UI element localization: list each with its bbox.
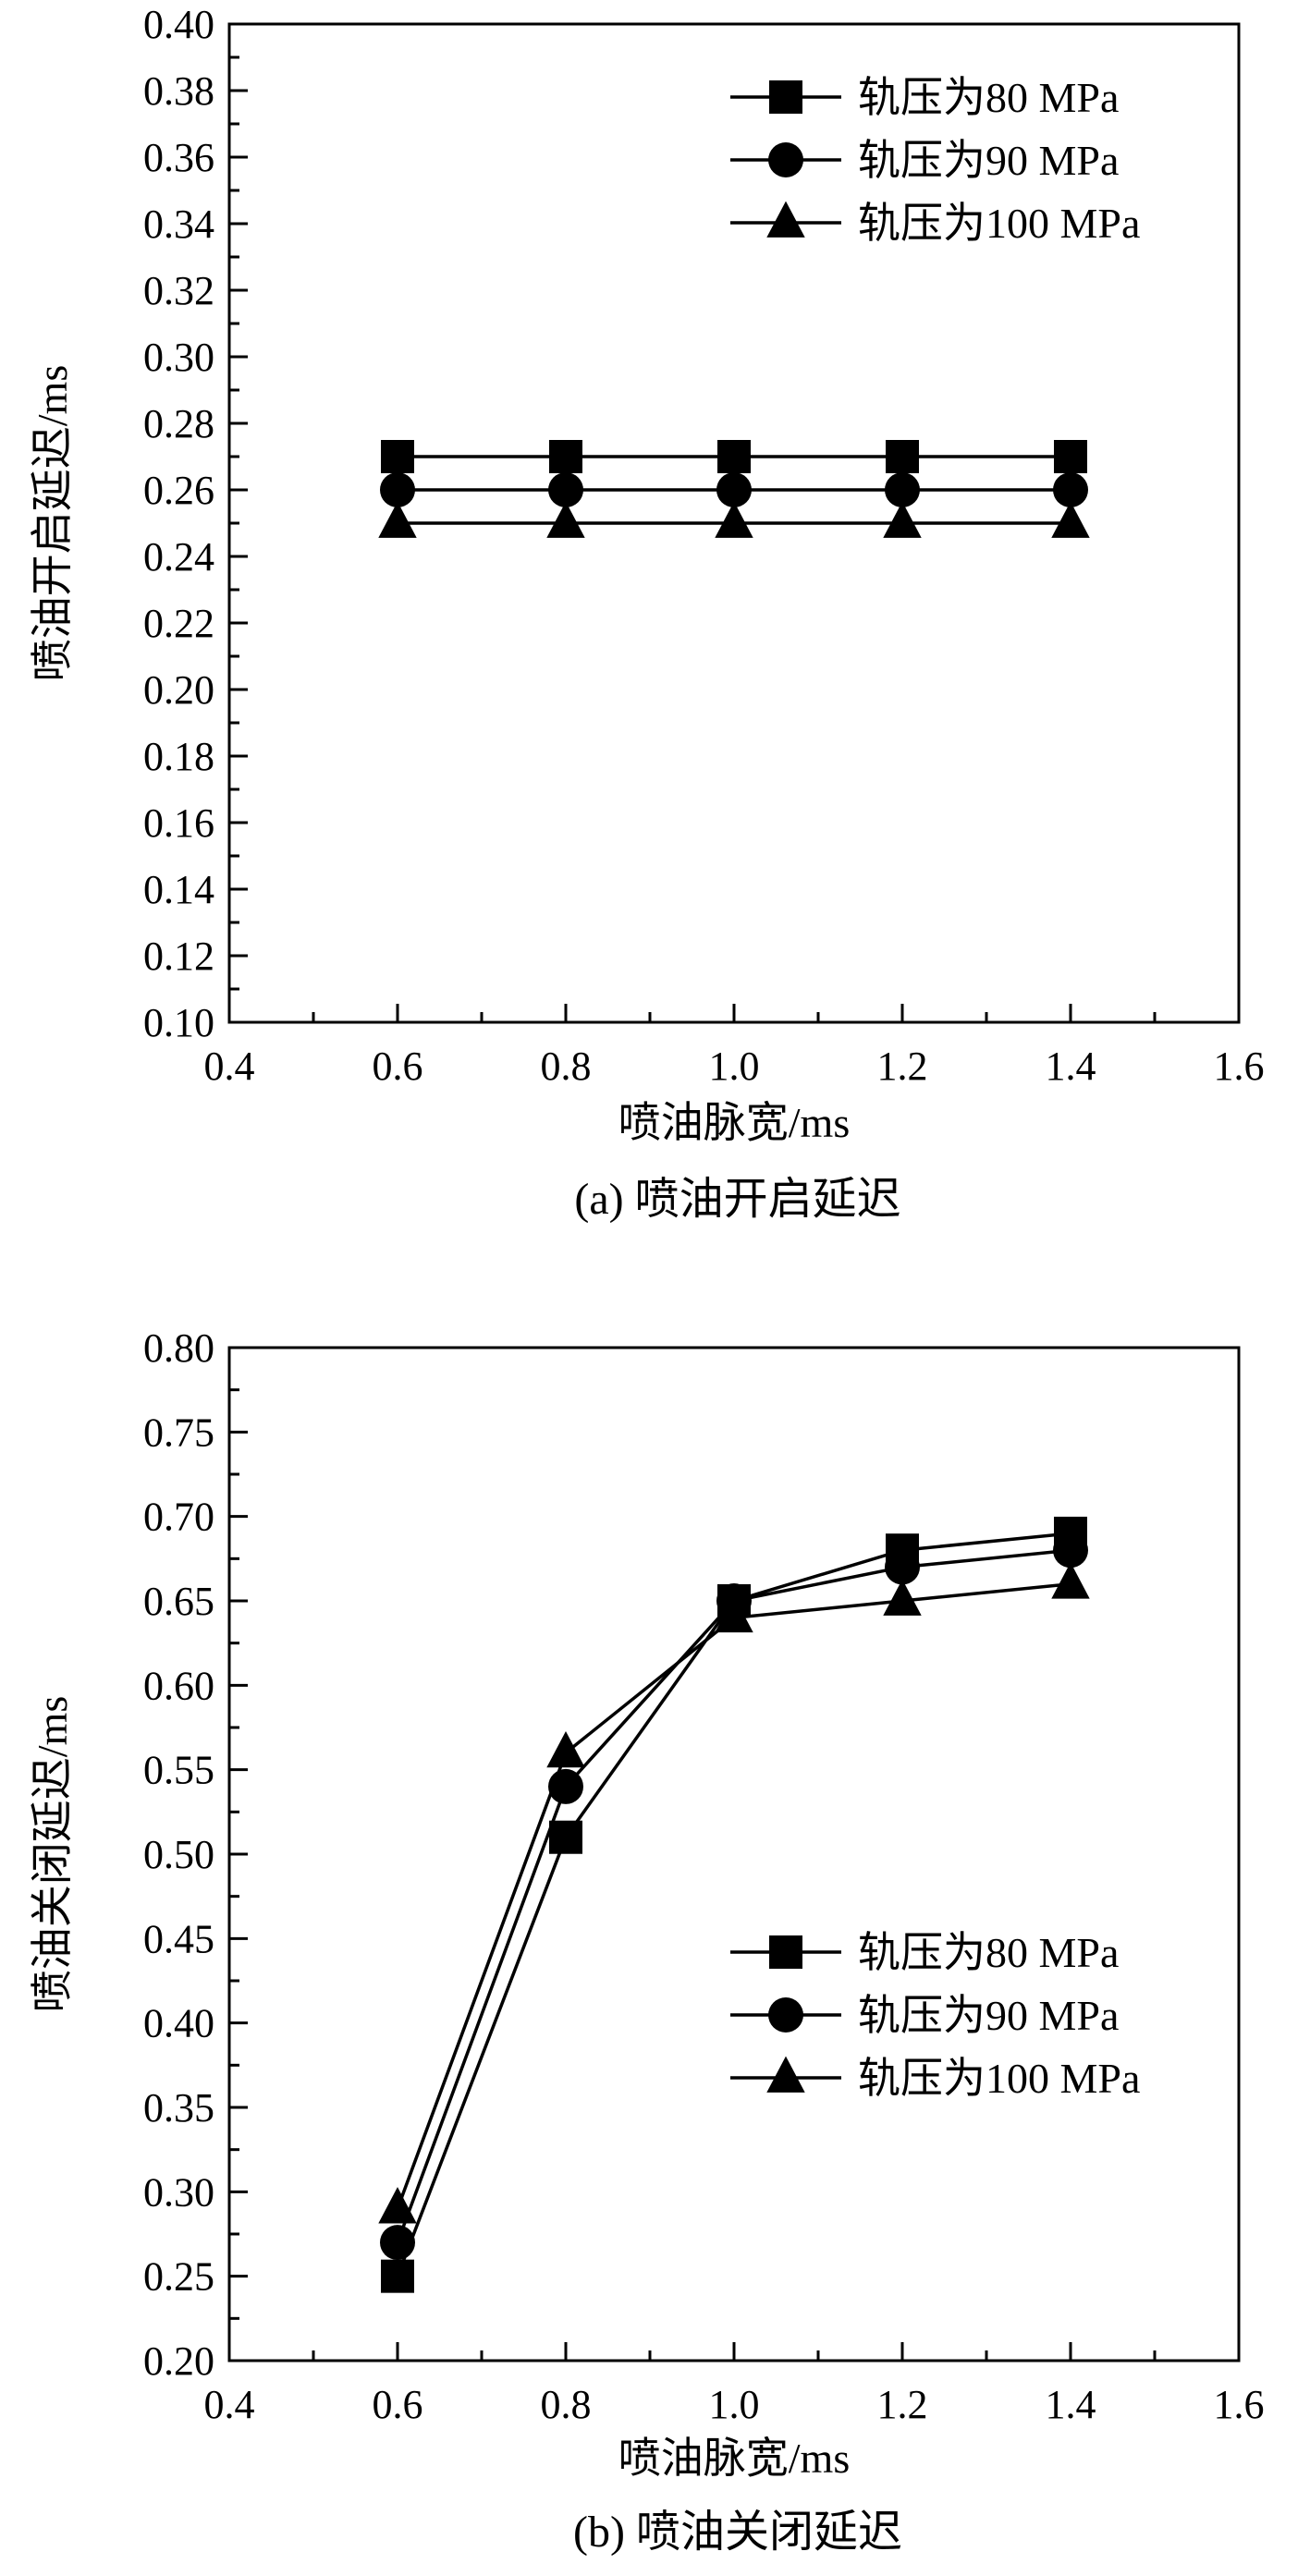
chart1-series-2-point <box>1053 472 1088 507</box>
chart1-legend-label-1: 轨压为80 MPa <box>858 74 1119 121</box>
chart2-legend-marker-1 <box>769 1935 802 1969</box>
chart2-legend-marker-2 <box>768 1997 803 2033</box>
chart1-x-axis-label: 喷油脉宽/ms <box>618 1099 850 1146</box>
chart1-x-tick-label: 0.4 <box>204 1044 255 1089</box>
chart2-x-tick-label: 1.0 <box>709 2382 760 2427</box>
chart1-series-3-point <box>1051 501 1090 538</box>
chart2-y-tick-label: 0.35 <box>143 2085 214 2130</box>
chart2-y-tick-label: 0.45 <box>143 1916 214 1961</box>
chart2-y-tick-label: 0.80 <box>143 1325 214 1371</box>
chart1-series-2-point <box>548 472 583 507</box>
chart1-y-tick-label: 0.20 <box>143 667 214 713</box>
chart2-series-3-point <box>883 1579 922 1616</box>
chart2-y-tick-label: 0.75 <box>143 1410 214 1455</box>
chart1-y-tick-label: 0.10 <box>143 1000 214 1045</box>
chart1-series-3-point <box>715 501 753 538</box>
chart1-legend-marker-3 <box>766 201 805 238</box>
chart2-series-2-point <box>1053 1532 1088 1569</box>
chart1-series-3-point <box>378 501 417 538</box>
chart1-series-1-point <box>549 440 582 473</box>
chart1-series-3-point <box>546 501 585 538</box>
chart1-series-3-point <box>883 501 922 538</box>
chart1-y-tick-label: 0.36 <box>143 135 214 180</box>
chart1-x-tick-label: 0.8 <box>541 1044 592 1089</box>
chart1-legend-marker-1 <box>769 80 802 114</box>
chart1-legend-label-3: 轨压为100 MPa <box>858 200 1140 247</box>
chart1-x-tick-label: 0.6 <box>373 1044 423 1089</box>
chart2-series-1-point <box>549 1820 582 1854</box>
chart1-y-tick-label: 0.32 <box>143 268 214 313</box>
chart1-series-2-point <box>380 472 415 507</box>
chart2-y-axis-label: 喷油关闭延迟/ms <box>29 1696 76 2012</box>
chart2-caption: (b) 喷油关闭延迟 <box>573 2508 902 2557</box>
chart2-series-2-point <box>380 2225 415 2261</box>
chart2-series-2-line <box>396 1548 1071 2243</box>
chart2-y-tick-label: 0.60 <box>143 1663 214 1708</box>
chart1-series-2-point <box>885 472 920 507</box>
chart2-y-tick-label: 0.25 <box>143 2254 214 2300</box>
chart1-y-tick-label: 0.24 <box>143 534 214 580</box>
chart2-y-tick-label: 0.70 <box>143 1495 214 1540</box>
chart2-series-3-point <box>546 1730 585 1768</box>
chart1-y-tick-label: 0.38 <box>143 68 214 114</box>
chart2-series-3-point <box>715 1595 753 1633</box>
chart1-x-tick-label: 1.6 <box>1214 1044 1265 1089</box>
chart1-caption: (a) 喷油开启延迟 <box>574 1175 900 1224</box>
chart2-series-2-point <box>885 1549 920 1585</box>
chart2-x-tick-label: 0.4 <box>204 2382 255 2427</box>
chart1-y-tick-label: 0.26 <box>143 468 214 513</box>
chart2-x-tick-label: 1.2 <box>877 2382 928 2427</box>
chart1-x-tick-label: 1.2 <box>877 1044 928 1089</box>
chart1-y-tick-label: 0.40 <box>143 2 214 47</box>
chart2-series-3-point <box>1051 1562 1090 1599</box>
chart2-y-tick-label: 0.65 <box>143 1579 214 1624</box>
chart1-series-1-point <box>717 440 751 473</box>
chart2-series-3-point <box>378 2187 417 2224</box>
chart1-legend-marker-2 <box>768 142 803 177</box>
chart1-x-tick-label: 1.0 <box>709 1044 760 1089</box>
chart1-series-1-point <box>1054 440 1087 473</box>
chart1-series-1-point <box>886 440 919 473</box>
chart1-y-axis-label: 喷油开启延迟/ms <box>29 365 76 681</box>
chart2-legend-marker-3 <box>766 2056 805 2093</box>
chart1-y-tick-label: 0.30 <box>143 335 214 380</box>
chart1-x-tick-label: 1.4 <box>1046 1044 1096 1089</box>
chart2-legend-label-3: 轨压为100 MPa <box>858 2055 1140 2102</box>
chart2-x-tick-label: 1.6 <box>1214 2382 1265 2427</box>
chart1-series-1-point <box>381 440 414 473</box>
chart1-y-tick-label: 0.12 <box>143 934 214 979</box>
chart2-x-tick-label: 1.4 <box>1046 2382 1096 2427</box>
chart2-y-tick-label: 0.50 <box>143 1832 214 1877</box>
chart2-legend-label-2: 轨压为90 MPa <box>858 1992 1119 2039</box>
chart2-x-tick-label: 0.8 <box>541 2382 592 2427</box>
chart2-legend-label-1: 轨压为80 MPa <box>858 1929 1119 1976</box>
chart1-series-2-point <box>716 472 752 507</box>
chart1-y-tick-label: 0.28 <box>143 401 214 446</box>
chart1-y-tick-label: 0.22 <box>143 601 214 646</box>
chart2-series-1-point <box>381 2259 414 2293</box>
chart2-x-axis-label: 喷油脉宽/ms <box>618 2435 850 2482</box>
chart2-series-1-line <box>396 1532 1071 2277</box>
chart2-plot-frame <box>227 1346 1241 2362</box>
chart2-y-tick-label: 0.55 <box>143 1748 214 1793</box>
chart2-y-tick-label: 0.40 <box>143 2001 214 2046</box>
chart2-y-tick-label: 0.30 <box>143 2169 214 2215</box>
chart1-y-tick-label: 0.18 <box>143 734 214 779</box>
chart2-y-tick-label: 0.20 <box>143 2338 214 2384</box>
chart2-series-3-line <box>396 1581 1071 2210</box>
chart2-x-tick-label: 0.6 <box>373 2382 423 2427</box>
chart1-y-tick-label: 0.16 <box>143 800 214 846</box>
chart1-y-tick-label: 0.14 <box>143 867 214 912</box>
chart1-legend-label-2: 轨压为90 MPa <box>858 137 1119 184</box>
chart1-y-tick-label: 0.34 <box>143 201 214 247</box>
